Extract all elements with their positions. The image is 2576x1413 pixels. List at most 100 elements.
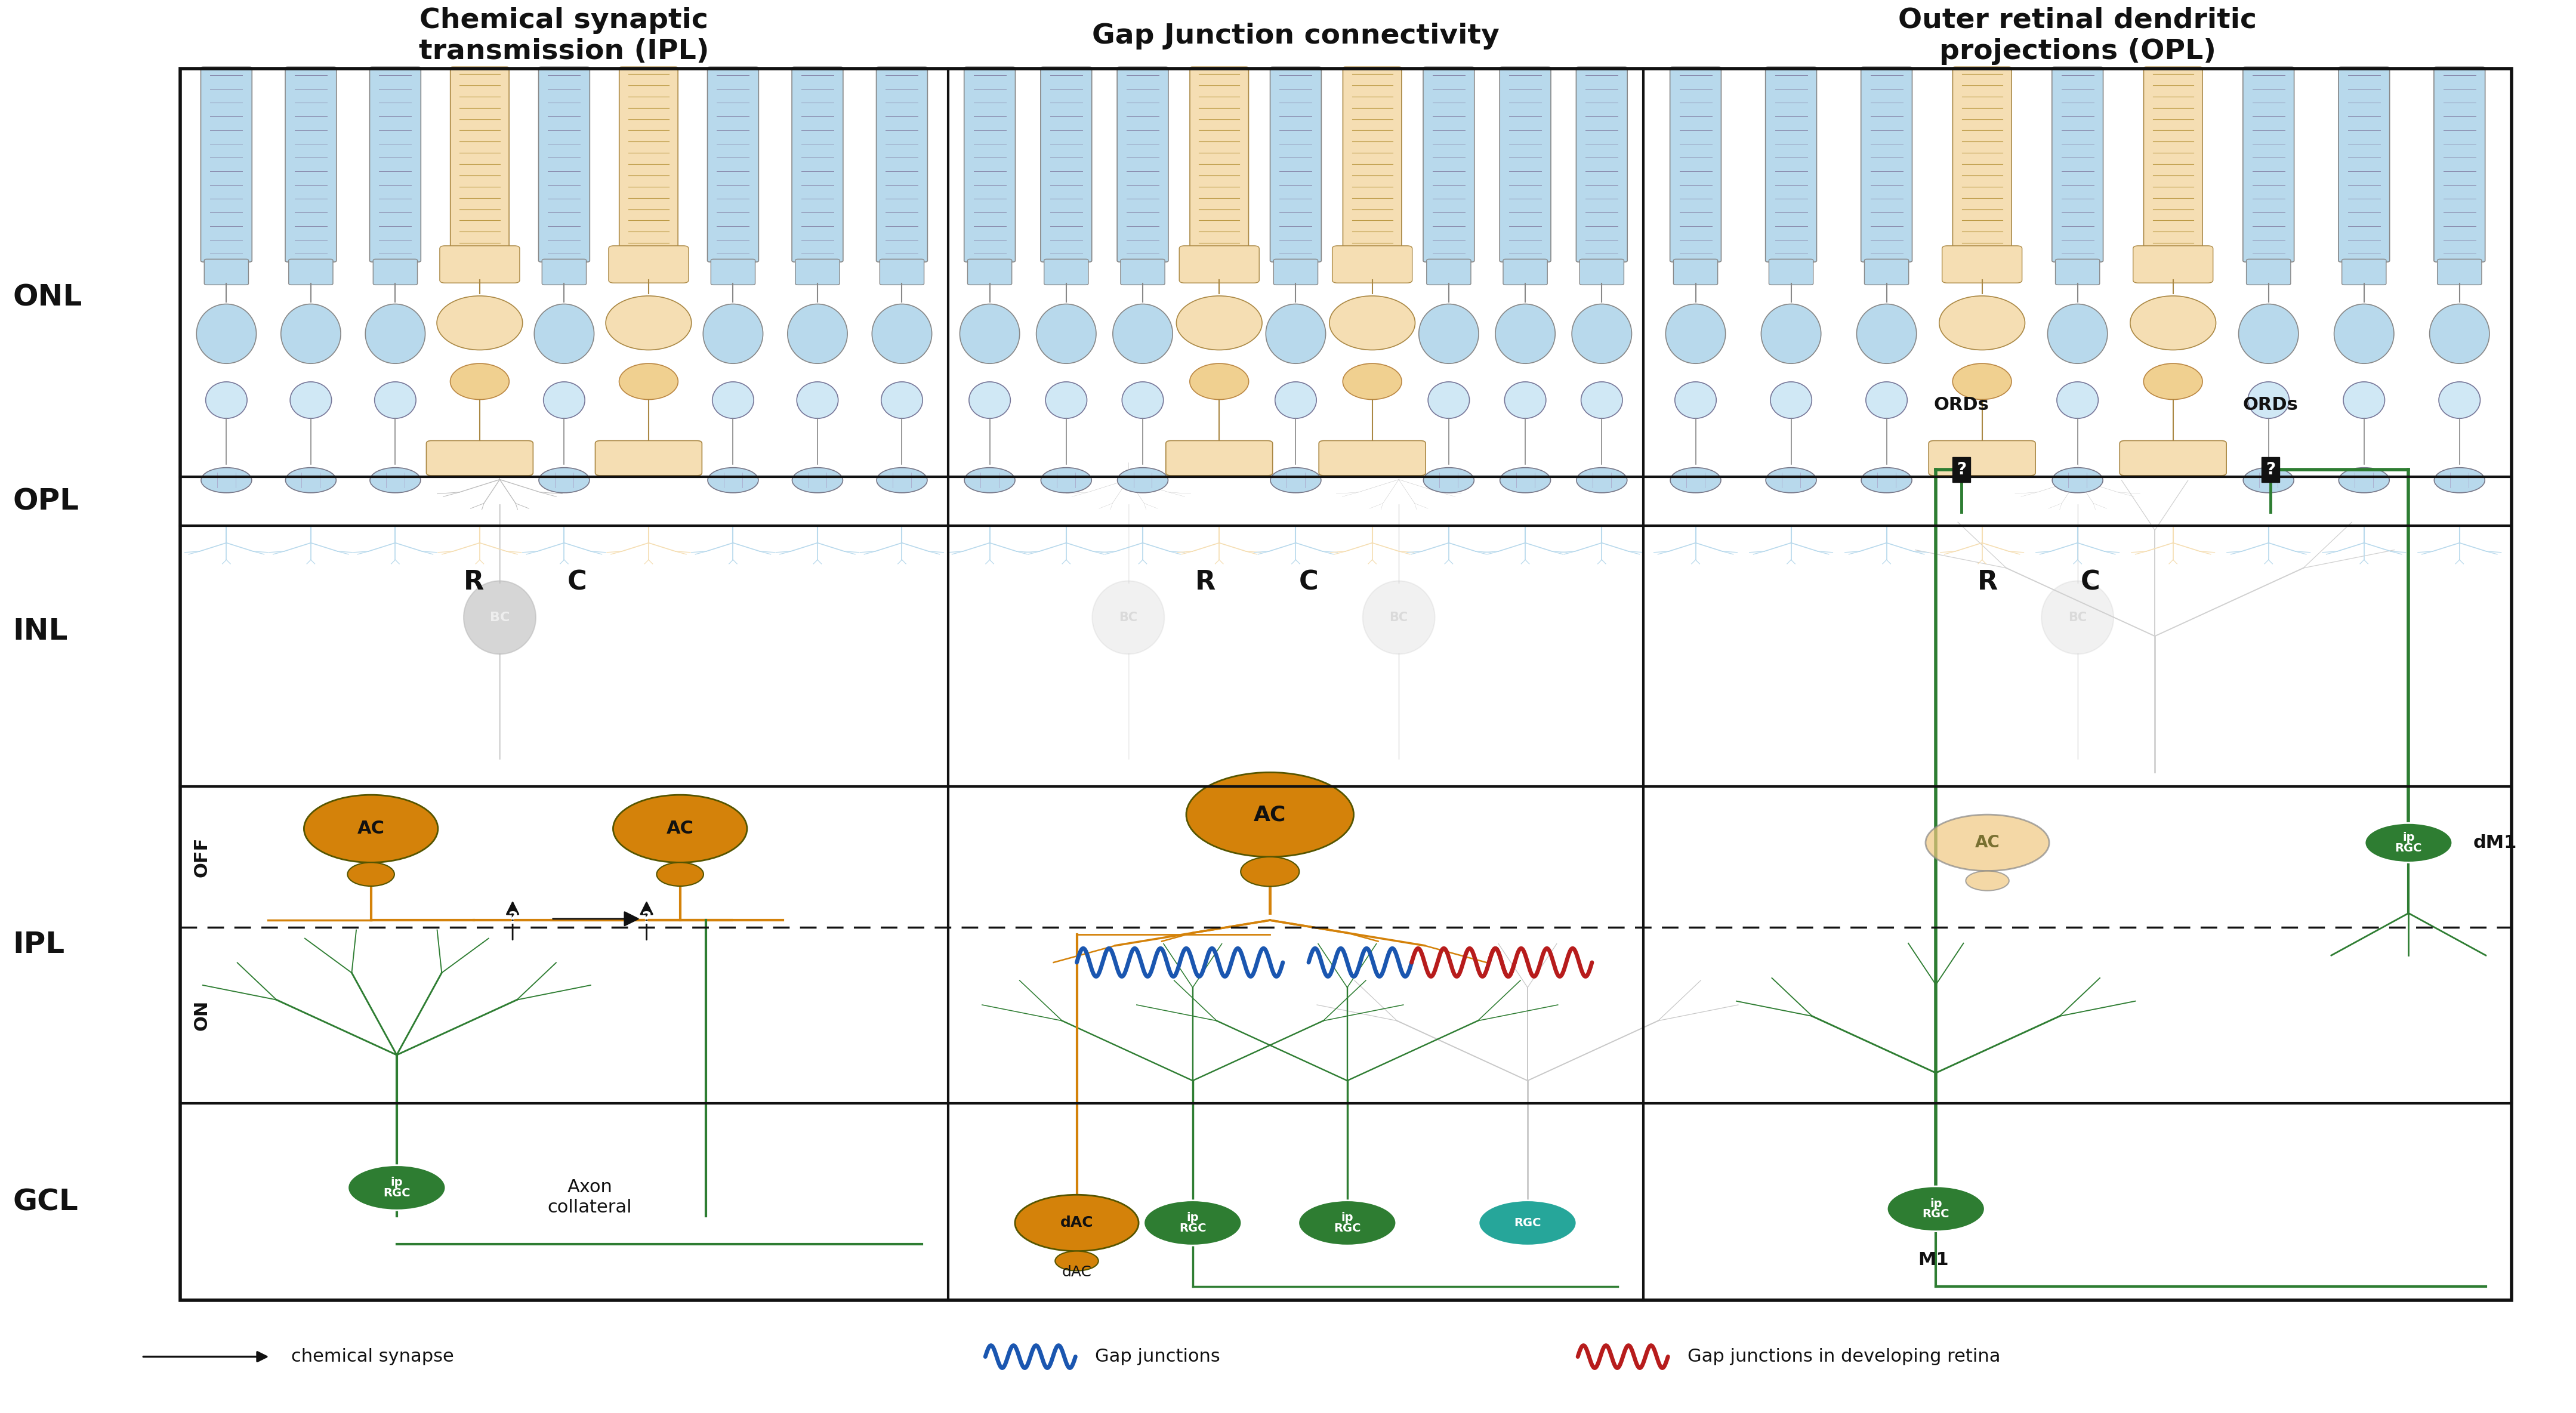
FancyBboxPatch shape — [791, 66, 842, 261]
Text: AC: AC — [1976, 835, 1999, 851]
Ellipse shape — [1425, 468, 1473, 493]
Ellipse shape — [793, 468, 842, 493]
Ellipse shape — [2056, 382, 2099, 418]
Text: R: R — [464, 569, 484, 595]
Text: AC: AC — [358, 820, 384, 838]
FancyBboxPatch shape — [1190, 66, 1249, 250]
Ellipse shape — [2053, 468, 2102, 493]
Ellipse shape — [2434, 468, 2486, 493]
Text: C: C — [567, 569, 587, 595]
FancyBboxPatch shape — [1579, 259, 1623, 285]
Ellipse shape — [1479, 1201, 1577, 1245]
Ellipse shape — [1046, 382, 1087, 418]
Text: C: C — [2081, 569, 2099, 595]
Text: ?: ? — [507, 910, 518, 927]
Ellipse shape — [286, 468, 335, 493]
Ellipse shape — [544, 382, 585, 418]
FancyBboxPatch shape — [2056, 259, 2099, 285]
Text: BC: BC — [489, 612, 510, 623]
Ellipse shape — [1427, 382, 1468, 418]
FancyBboxPatch shape — [1765, 66, 1816, 261]
Ellipse shape — [2239, 304, 2298, 363]
FancyBboxPatch shape — [711, 259, 755, 285]
FancyBboxPatch shape — [1422, 66, 1473, 261]
FancyBboxPatch shape — [876, 66, 927, 261]
Ellipse shape — [873, 304, 933, 363]
Ellipse shape — [1270, 468, 1321, 493]
FancyBboxPatch shape — [1273, 259, 1319, 285]
FancyBboxPatch shape — [1118, 66, 1170, 261]
Text: ip
RGC: ip RGC — [1180, 1212, 1206, 1234]
Ellipse shape — [703, 304, 762, 363]
Text: ?: ? — [1958, 461, 1965, 478]
Ellipse shape — [1190, 363, 1249, 400]
Ellipse shape — [291, 382, 332, 418]
Ellipse shape — [1667, 304, 1726, 363]
Ellipse shape — [1015, 1195, 1139, 1251]
Text: dAC: dAC — [1061, 1215, 1092, 1231]
Ellipse shape — [1770, 382, 1811, 418]
Text: C: C — [1298, 569, 1319, 595]
Text: ?: ? — [2267, 461, 2275, 478]
FancyBboxPatch shape — [2244, 66, 2295, 261]
Ellipse shape — [304, 796, 438, 862]
Ellipse shape — [1298, 1201, 1396, 1245]
Ellipse shape — [1265, 304, 1327, 363]
Ellipse shape — [1419, 304, 1479, 363]
FancyBboxPatch shape — [2120, 441, 2226, 476]
FancyBboxPatch shape — [201, 66, 252, 261]
Ellipse shape — [1185, 773, 1355, 856]
FancyBboxPatch shape — [1669, 66, 1721, 261]
FancyBboxPatch shape — [1332, 246, 1412, 283]
Text: ip
RGC: ip RGC — [384, 1177, 410, 1198]
Text: AC: AC — [667, 820, 693, 838]
FancyBboxPatch shape — [1865, 259, 1909, 285]
Text: Gap Junction connectivity: Gap Junction connectivity — [1092, 23, 1499, 49]
Ellipse shape — [1953, 363, 2012, 400]
Ellipse shape — [2143, 363, 2202, 400]
Ellipse shape — [196, 304, 255, 363]
FancyBboxPatch shape — [1319, 441, 1425, 476]
Text: Chemical synaptic
transmission (IPL): Chemical synaptic transmission (IPL) — [420, 7, 708, 65]
Ellipse shape — [1674, 382, 1716, 418]
Ellipse shape — [2365, 822, 2452, 862]
Text: Gap junctions: Gap junctions — [1095, 1348, 1221, 1365]
FancyBboxPatch shape — [2143, 66, 2202, 250]
Ellipse shape — [1113, 304, 1172, 363]
Ellipse shape — [438, 295, 523, 350]
Ellipse shape — [1865, 382, 1906, 418]
Text: OFF: OFF — [193, 836, 211, 877]
Ellipse shape — [1499, 468, 1551, 493]
Ellipse shape — [1924, 815, 2050, 870]
Ellipse shape — [796, 382, 837, 418]
Ellipse shape — [1041, 468, 1092, 493]
Ellipse shape — [969, 382, 1010, 418]
FancyBboxPatch shape — [881, 259, 925, 285]
Ellipse shape — [348, 862, 394, 886]
Ellipse shape — [2344, 382, 2385, 418]
Ellipse shape — [371, 468, 420, 493]
Ellipse shape — [1242, 856, 1298, 886]
FancyBboxPatch shape — [969, 259, 1012, 285]
Ellipse shape — [1577, 468, 1628, 493]
Text: ip
RGC: ip RGC — [1334, 1212, 1360, 1234]
FancyBboxPatch shape — [2053, 66, 2102, 261]
FancyBboxPatch shape — [1342, 66, 1401, 250]
Ellipse shape — [2040, 581, 2112, 654]
Ellipse shape — [961, 304, 1020, 363]
Text: R: R — [1978, 569, 1996, 595]
Ellipse shape — [1886, 1187, 1984, 1231]
Text: ORDs: ORDs — [2244, 396, 2298, 414]
Ellipse shape — [876, 468, 927, 493]
Ellipse shape — [1144, 1201, 1242, 1245]
FancyBboxPatch shape — [963, 66, 1015, 261]
Text: M1: M1 — [1919, 1251, 1947, 1269]
Text: ORDs: ORDs — [1935, 396, 1989, 414]
Ellipse shape — [538, 468, 590, 493]
Text: IPL: IPL — [13, 931, 64, 959]
Ellipse shape — [1342, 363, 1401, 400]
Text: BC: BC — [1118, 612, 1139, 623]
Ellipse shape — [1118, 468, 1167, 493]
Ellipse shape — [1177, 295, 1262, 350]
Ellipse shape — [1329, 295, 1414, 350]
